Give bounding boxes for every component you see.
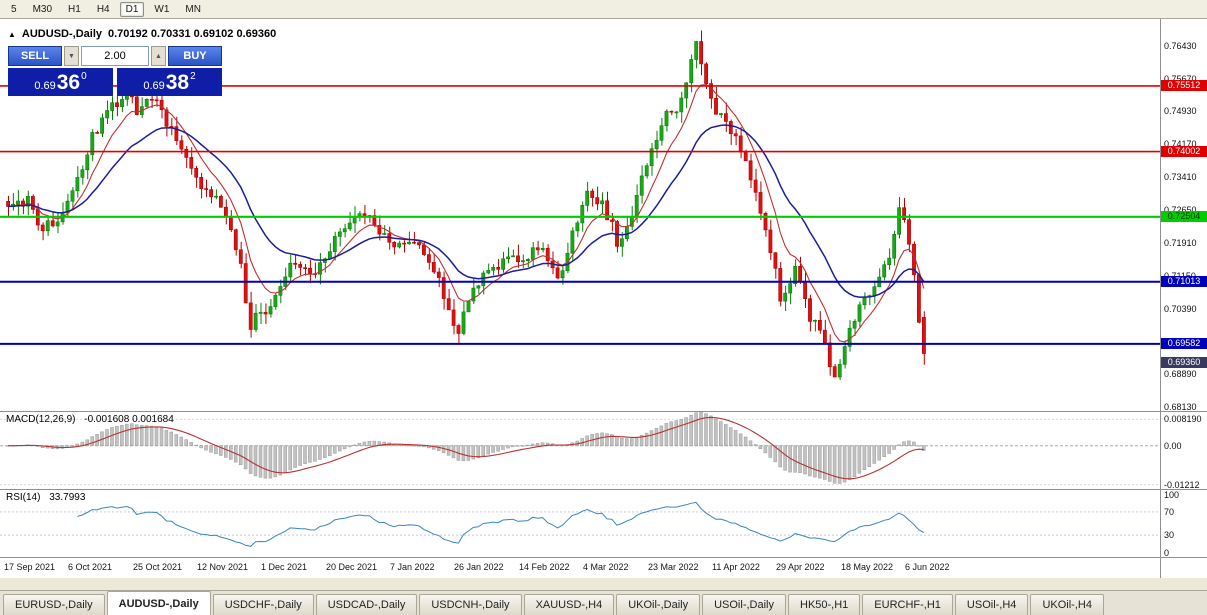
rsi-scale-tick: 0 <box>1164 548 1170 558</box>
date-label: 11 Apr 2022 <box>712 562 760 572</box>
date-label: 26 Jan 2022 <box>454 562 504 572</box>
buy-price-sup: 2 <box>190 71 196 82</box>
rsi-scale-tick: 30 <box>1164 530 1175 540</box>
timeframe-button-h1[interactable]: H1 <box>68 3 81 15</box>
date-label: 12 Nov 2021 <box>197 562 249 572</box>
price-scale-divider <box>1160 19 1161 578</box>
rsi-label-row: RSI(14) 33.7993 <box>6 492 85 503</box>
sell-button[interactable]: SELL <box>8 46 62 66</box>
sell-price-sup: 0 <box>81 71 87 82</box>
chart-tab-usoil-daily[interactable]: USOil-,Daily <box>702 594 786 615</box>
price-scale-tick: 0.68890 <box>1164 369 1197 379</box>
macd-rsi-divider <box>0 489 1207 490</box>
sell-price-big: 36 <box>56 70 81 94</box>
chart-tab-usdchf-daily[interactable]: USDCHF-,Daily <box>212 594 314 615</box>
price-scale-tick: 0.71910 <box>1164 238 1197 248</box>
macd-indicator-name: MACD(12,26,9) <box>6 414 76 425</box>
macd-scale-tick: -0.01212 <box>1164 480 1200 490</box>
price-scale-tick: 0.72650 <box>1164 205 1197 215</box>
macd-scale-tick: 0.008190 <box>1164 414 1202 424</box>
date-label: 17 Sep 2021 <box>4 562 56 572</box>
timeframe-button-mn[interactable]: MN <box>185 3 201 15</box>
date-label: 18 May 2022 <box>841 562 894 572</box>
sell-price-prefix: 0.69 <box>34 80 56 92</box>
date-label: 23 Mar 2022 <box>648 562 699 572</box>
volume-decrease-button[interactable]: ▼ <box>64 46 79 66</box>
timeframe-button-5[interactable]: 5 <box>11 3 17 15</box>
date-label: 6 Oct 2021 <box>68 562 113 572</box>
date-label: 7 Jan 2022 <box>390 562 435 572</box>
rsi-indicator-value: 33.7993 <box>49 492 86 503</box>
chart-symbol-period: AUDUSD-,Daily <box>21 28 102 40</box>
rsi-indicator-chart[interactable] <box>0 490 1161 557</box>
buy-price-display[interactable]: 0.69 38 2 <box>117 68 222 96</box>
level-price-tag: 0.69582 <box>1161 338 1207 349</box>
buy-button[interactable]: BUY <box>168 46 222 66</box>
level-price-tag: 0.72504 <box>1161 211 1207 222</box>
price-scale-tick: 0.74930 <box>1164 106 1197 116</box>
date-label: 20 Dec 2021 <box>326 562 378 572</box>
date-label: 14 Feb 2022 <box>519 562 570 572</box>
one-click-trading-panel: SELL ▼ ▲ BUY 0.69 36 0 0.69 38 2 <box>8 46 222 96</box>
chart-tab-usdcnh-daily[interactable]: USDCNH-,Daily <box>419 594 522 615</box>
buy-price-prefix: 0.69 <box>143 80 165 92</box>
rsi-dates-divider <box>0 557 1207 558</box>
current-price-tag: 0.69360 <box>1161 357 1207 368</box>
macd-label-row: MACD(12,26,9) -0.001608 0.001684 <box>6 414 174 425</box>
chart-tab-ukoil-h4[interactable]: UKOil-,H4 <box>1030 594 1104 615</box>
sell-price-display[interactable]: 0.69 36 0 <box>8 68 113 96</box>
date-label: 25 Oct 2021 <box>133 562 183 572</box>
date-label: 29 Apr 2022 <box>776 562 825 572</box>
level-price-tag: 0.74002 <box>1161 146 1207 157</box>
date-label: 4 Mar 2022 <box>583 562 629 572</box>
level-price-tag: 0.75512 <box>1161 80 1207 91</box>
timeframe-toolbar: 5 M30 H1 H4 D1 W1 MN <box>0 0 1207 19</box>
price-macd-divider <box>0 411 1207 412</box>
chart-tab-eurusd-daily[interactable]: EURUSD-,Daily <box>3 594 105 615</box>
chart-tab-usdcad-daily[interactable]: USDCAD-,Daily <box>315 594 418 615</box>
price-scale-tick: 0.76430 <box>1164 41 1197 51</box>
chart-title: ▲ AUDUSD-,Daily 0.70192 0.70331 0.69102 … <box>8 28 276 40</box>
level-price-tag: 0.71013 <box>1161 276 1207 287</box>
date-label: 6 Jun 2022 <box>905 562 950 572</box>
timeframe-button-d1[interactable]: D1 <box>119 1 145 17</box>
rsi-indicator-name: RSI(14) <box>6 492 41 503</box>
macd-indicator-values: -0.001608 0.001684 <box>84 414 174 425</box>
chart-tab-ukoil-daily[interactable]: UKOil-,Daily <box>616 594 701 615</box>
price-scale-tick: 0.68130 <box>1164 402 1197 412</box>
chart-window[interactable]: ▲ AUDUSD-,Daily 0.70192 0.70331 0.69102 … <box>0 19 1207 578</box>
chart-tab-hk50-h1[interactable]: HK50-,H1 <box>788 594 861 615</box>
buy-price-big: 38 <box>165 70 190 94</box>
volume-input[interactable] <box>81 46 149 66</box>
chart-tab-xauusd-h4[interactable]: XAUUSD-,H4 <box>523 594 615 615</box>
rsi-scale-tick: 100 <box>1164 490 1180 500</box>
macd-scale-tick: 0.00 <box>1164 441 1182 451</box>
time-axis[interactable]: 17 Sep 2021 6 Oct 2021 25 Oct 2021 12 Nov 2… <box>0 558 1207 578</box>
price-chart[interactable] <box>0 19 1161 411</box>
chart-tab-usoil-h4[interactable]: USOil-,H4 <box>954 594 1029 615</box>
timeframe-button-m30[interactable]: M30 <box>32 3 53 15</box>
rsi-scale-tick: 70 <box>1164 507 1175 517</box>
candles-layer <box>6 30 926 380</box>
price-scale-tick: 0.73410 <box>1164 172 1197 182</box>
chart-tab-eurchf-h1[interactable]: EURCHF-,H1 <box>862 594 953 615</box>
macd-indicator-chart[interactable] <box>0 412 1161 489</box>
timeframe-button-w1[interactable]: W1 <box>154 3 170 15</box>
date-label: 1 Dec 2021 <box>261 562 308 572</box>
volume-increase-button[interactable]: ▲ <box>151 46 166 66</box>
price-scale-tick: 0.74170 <box>1164 139 1197 149</box>
timeframe-button-h4[interactable]: H4 <box>96 3 110 15</box>
chart-tab-audusd-daily[interactable]: AUDUSD-,Daily <box>106 591 211 615</box>
chart-tab-bar: EURUSD-,Daily AUDUSD-,Daily USDCHF-,Daily U… <box>0 590 1207 615</box>
one-click-collapse-icon[interactable]: ▲ <box>8 29 16 39</box>
price-scale-tick: 0.75670 <box>1164 74 1197 84</box>
chart-ohlc-values: 0.70192 0.70331 0.69102 0.69360 <box>108 28 277 40</box>
price-scale-tick: 0.70390 <box>1164 304 1197 314</box>
